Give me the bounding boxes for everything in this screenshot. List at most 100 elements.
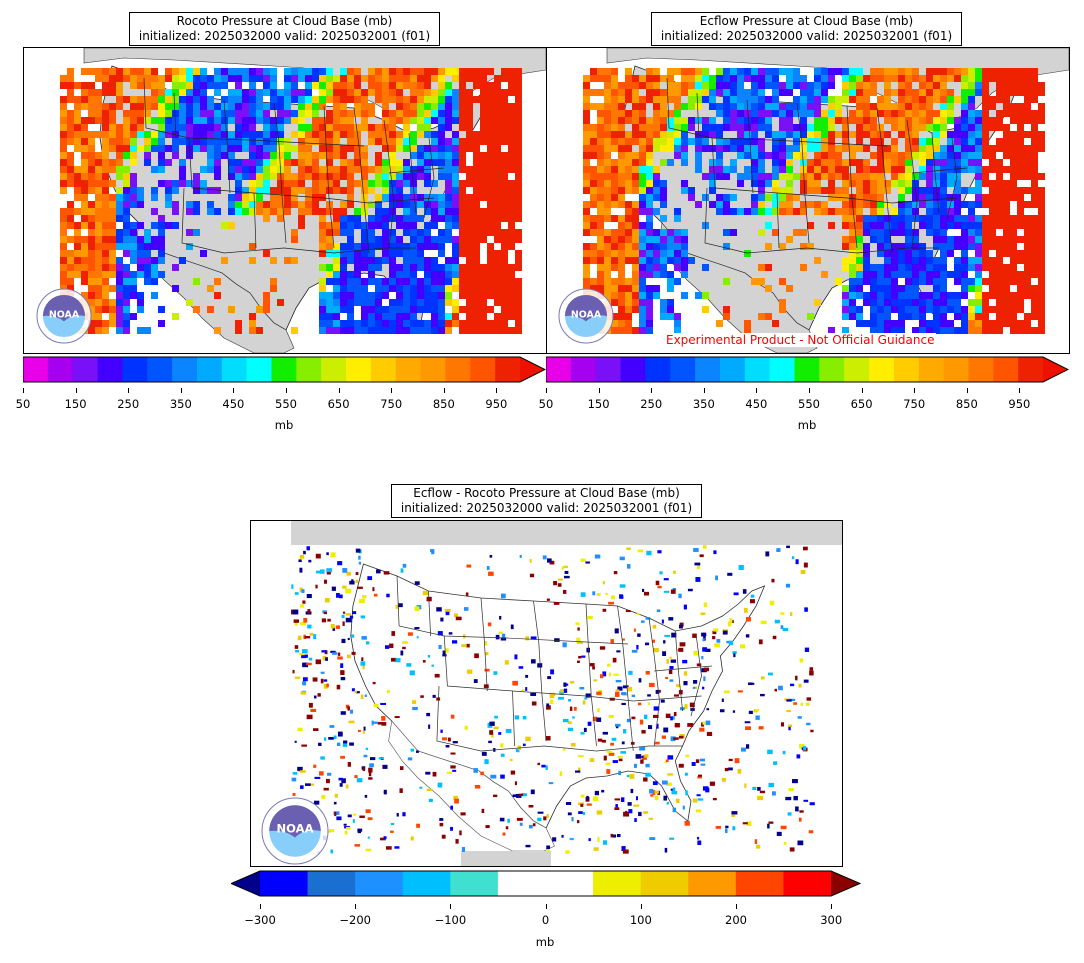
colorbar-high-extend bbox=[520, 357, 545, 382]
colorbar-swatch bbox=[545, 871, 594, 896]
svg-text:NOAA: NOAA bbox=[49, 309, 80, 320]
panel2-colorbar-unit: mb bbox=[797, 418, 817, 432]
colorbar-tick-label: 450 bbox=[745, 397, 768, 411]
colorbar-tick-label: 850 bbox=[955, 397, 978, 411]
colorbar-tick-mark bbox=[128, 388, 130, 393]
noaa-logo-icon: NOAA bbox=[28, 288, 100, 348]
colorbar-tick-mark bbox=[546, 388, 547, 393]
colorbar-tick-mark bbox=[260, 904, 261, 909]
land-mexico bbox=[388, 720, 555, 852]
colorbar-swatch bbox=[450, 871, 499, 896]
colorbar-swatch bbox=[497, 871, 546, 896]
colorbar-tick-mark bbox=[450, 904, 452, 909]
colorbar-swatch bbox=[645, 357, 671, 382]
colorbar-tick-label: 50 bbox=[538, 397, 554, 411]
colorbar-tick-label: 950 bbox=[1008, 397, 1031, 411]
colorbar-tick-mark bbox=[598, 388, 600, 393]
colorbar-swatch bbox=[869, 357, 895, 382]
colorbar-swatch bbox=[445, 357, 471, 382]
colorbar-tick-mark bbox=[180, 388, 182, 393]
panel1-colorbar-svg bbox=[22, 356, 547, 383]
colorbar-tick-label: 850 bbox=[432, 397, 455, 411]
panel3-title-line1: Ecflow - Rocoto Pressure at Cloud Base (… bbox=[413, 486, 680, 500]
colorbar-tick-mark bbox=[809, 388, 810, 393]
colorbar-tick-label: 550 bbox=[798, 397, 820, 411]
colorbar-swatch bbox=[968, 357, 994, 382]
colorbar-swatch bbox=[47, 357, 74, 382]
colorbar-tick-mark bbox=[966, 388, 968, 393]
colorbar-swatch bbox=[196, 357, 223, 382]
panel1-title-line2: initialized: 2025032000 valid: 202503200… bbox=[138, 29, 431, 43]
colorbar-swatch bbox=[593, 871, 642, 896]
colorbar-tick-mark bbox=[545, 904, 547, 909]
panel2-title: Ecflow Pressure at Cloud Base (mb) initi… bbox=[651, 12, 962, 46]
colorbar-swatch bbox=[918, 357, 945, 382]
pressure-field bbox=[583, 68, 1045, 334]
colorbar-tick-mark bbox=[831, 904, 833, 909]
colorbar-swatch bbox=[23, 357, 49, 382]
colorbar-swatch bbox=[769, 357, 795, 382]
colorbar-tick-mark bbox=[23, 388, 24, 393]
colorbar-swatch bbox=[395, 357, 422, 382]
colorbar-swatch bbox=[246, 357, 272, 382]
colorbar-tick-label: −200 bbox=[339, 913, 371, 927]
colorbar-swatch bbox=[695, 357, 721, 382]
colorbar-tick-label: 100 bbox=[629, 913, 652, 927]
colorbar-swatch bbox=[844, 357, 870, 382]
colorbar-swatch bbox=[819, 357, 845, 382]
colorbar-tick-mark bbox=[914, 388, 916, 393]
colorbar-swatch bbox=[1018, 357, 1044, 382]
colorbar-tick-mark bbox=[286, 388, 287, 393]
colorbar-tick-label: 300 bbox=[820, 913, 843, 927]
colorbar-swatch bbox=[470, 357, 496, 382]
colorbar-swatch bbox=[893, 357, 920, 382]
colorbar-tick-label: 0 bbox=[541, 913, 550, 927]
colorbar-tick-mark bbox=[756, 388, 758, 393]
panel3-colorbar bbox=[229, 869, 862, 899]
colorbar-swatch bbox=[620, 357, 646, 382]
colorbar-swatch bbox=[570, 357, 597, 382]
colorbar-swatch bbox=[370, 357, 397, 382]
panel3-colorbar-svg bbox=[229, 870, 862, 897]
colorbar-tick-label: 250 bbox=[117, 397, 140, 411]
panel2-title-line2: initialized: 2025032000 valid: 202503200… bbox=[660, 29, 953, 43]
colorbar-tick-mark bbox=[651, 388, 653, 393]
panel3-map bbox=[250, 520, 843, 867]
colorbar-swatch bbox=[670, 357, 696, 382]
colorbar-swatch bbox=[346, 357, 372, 382]
colorbar-swatch bbox=[260, 871, 309, 896]
colorbar-swatch bbox=[402, 871, 451, 896]
colorbar-tick-label: 650 bbox=[850, 397, 873, 411]
colorbar-swatch bbox=[783, 871, 832, 896]
colorbar-swatch bbox=[794, 357, 820, 382]
colorbar-tick-mark bbox=[736, 904, 737, 909]
colorbar-tick-label: 350 bbox=[692, 397, 715, 411]
svg-text:NOAA: NOAA bbox=[276, 822, 313, 836]
colorbar-tick-label: 550 bbox=[275, 397, 297, 411]
colorbar-swatch bbox=[719, 357, 746, 382]
colorbar-tick-label: 200 bbox=[725, 913, 747, 927]
panel2-title-line1: Ecflow Pressure at Cloud Base (mb) bbox=[699, 14, 914, 28]
panel1-colorbar bbox=[22, 355, 547, 385]
colorbar-tick-label: 150 bbox=[587, 397, 610, 411]
colorbar-swatch bbox=[595, 357, 622, 382]
colorbar-tick-mark bbox=[1019, 388, 1021, 393]
panel2-map-canvas bbox=[547, 48, 1069, 353]
colorbar-swatch bbox=[546, 357, 572, 382]
panel3-title: Ecflow - Rocoto Pressure at Cloud Base (… bbox=[391, 484, 702, 518]
colorbar-swatch bbox=[221, 357, 248, 382]
colorbar-tick-mark bbox=[443, 388, 445, 393]
colorbar-tick-mark bbox=[496, 388, 498, 393]
colorbar-swatch bbox=[97, 357, 123, 382]
panel1-title: Rocoto Pressure at Cloud Base (mb) initi… bbox=[129, 12, 440, 46]
colorbar-swatch bbox=[355, 871, 404, 896]
colorbar-tick-label: 950 bbox=[485, 397, 508, 411]
colorbar-tick-label: 450 bbox=[222, 397, 245, 411]
colorbar-tick-mark bbox=[640, 904, 642, 909]
svg-text:NOAA: NOAA bbox=[571, 309, 602, 320]
colorbar-tick-mark bbox=[233, 388, 235, 393]
colorbar-tick-mark bbox=[391, 388, 393, 393]
panel3-colorbar-unit: mb bbox=[535, 935, 555, 949]
colorbar-tick-label: 750 bbox=[903, 397, 926, 411]
colorbar-tick-label: 150 bbox=[64, 397, 87, 411]
